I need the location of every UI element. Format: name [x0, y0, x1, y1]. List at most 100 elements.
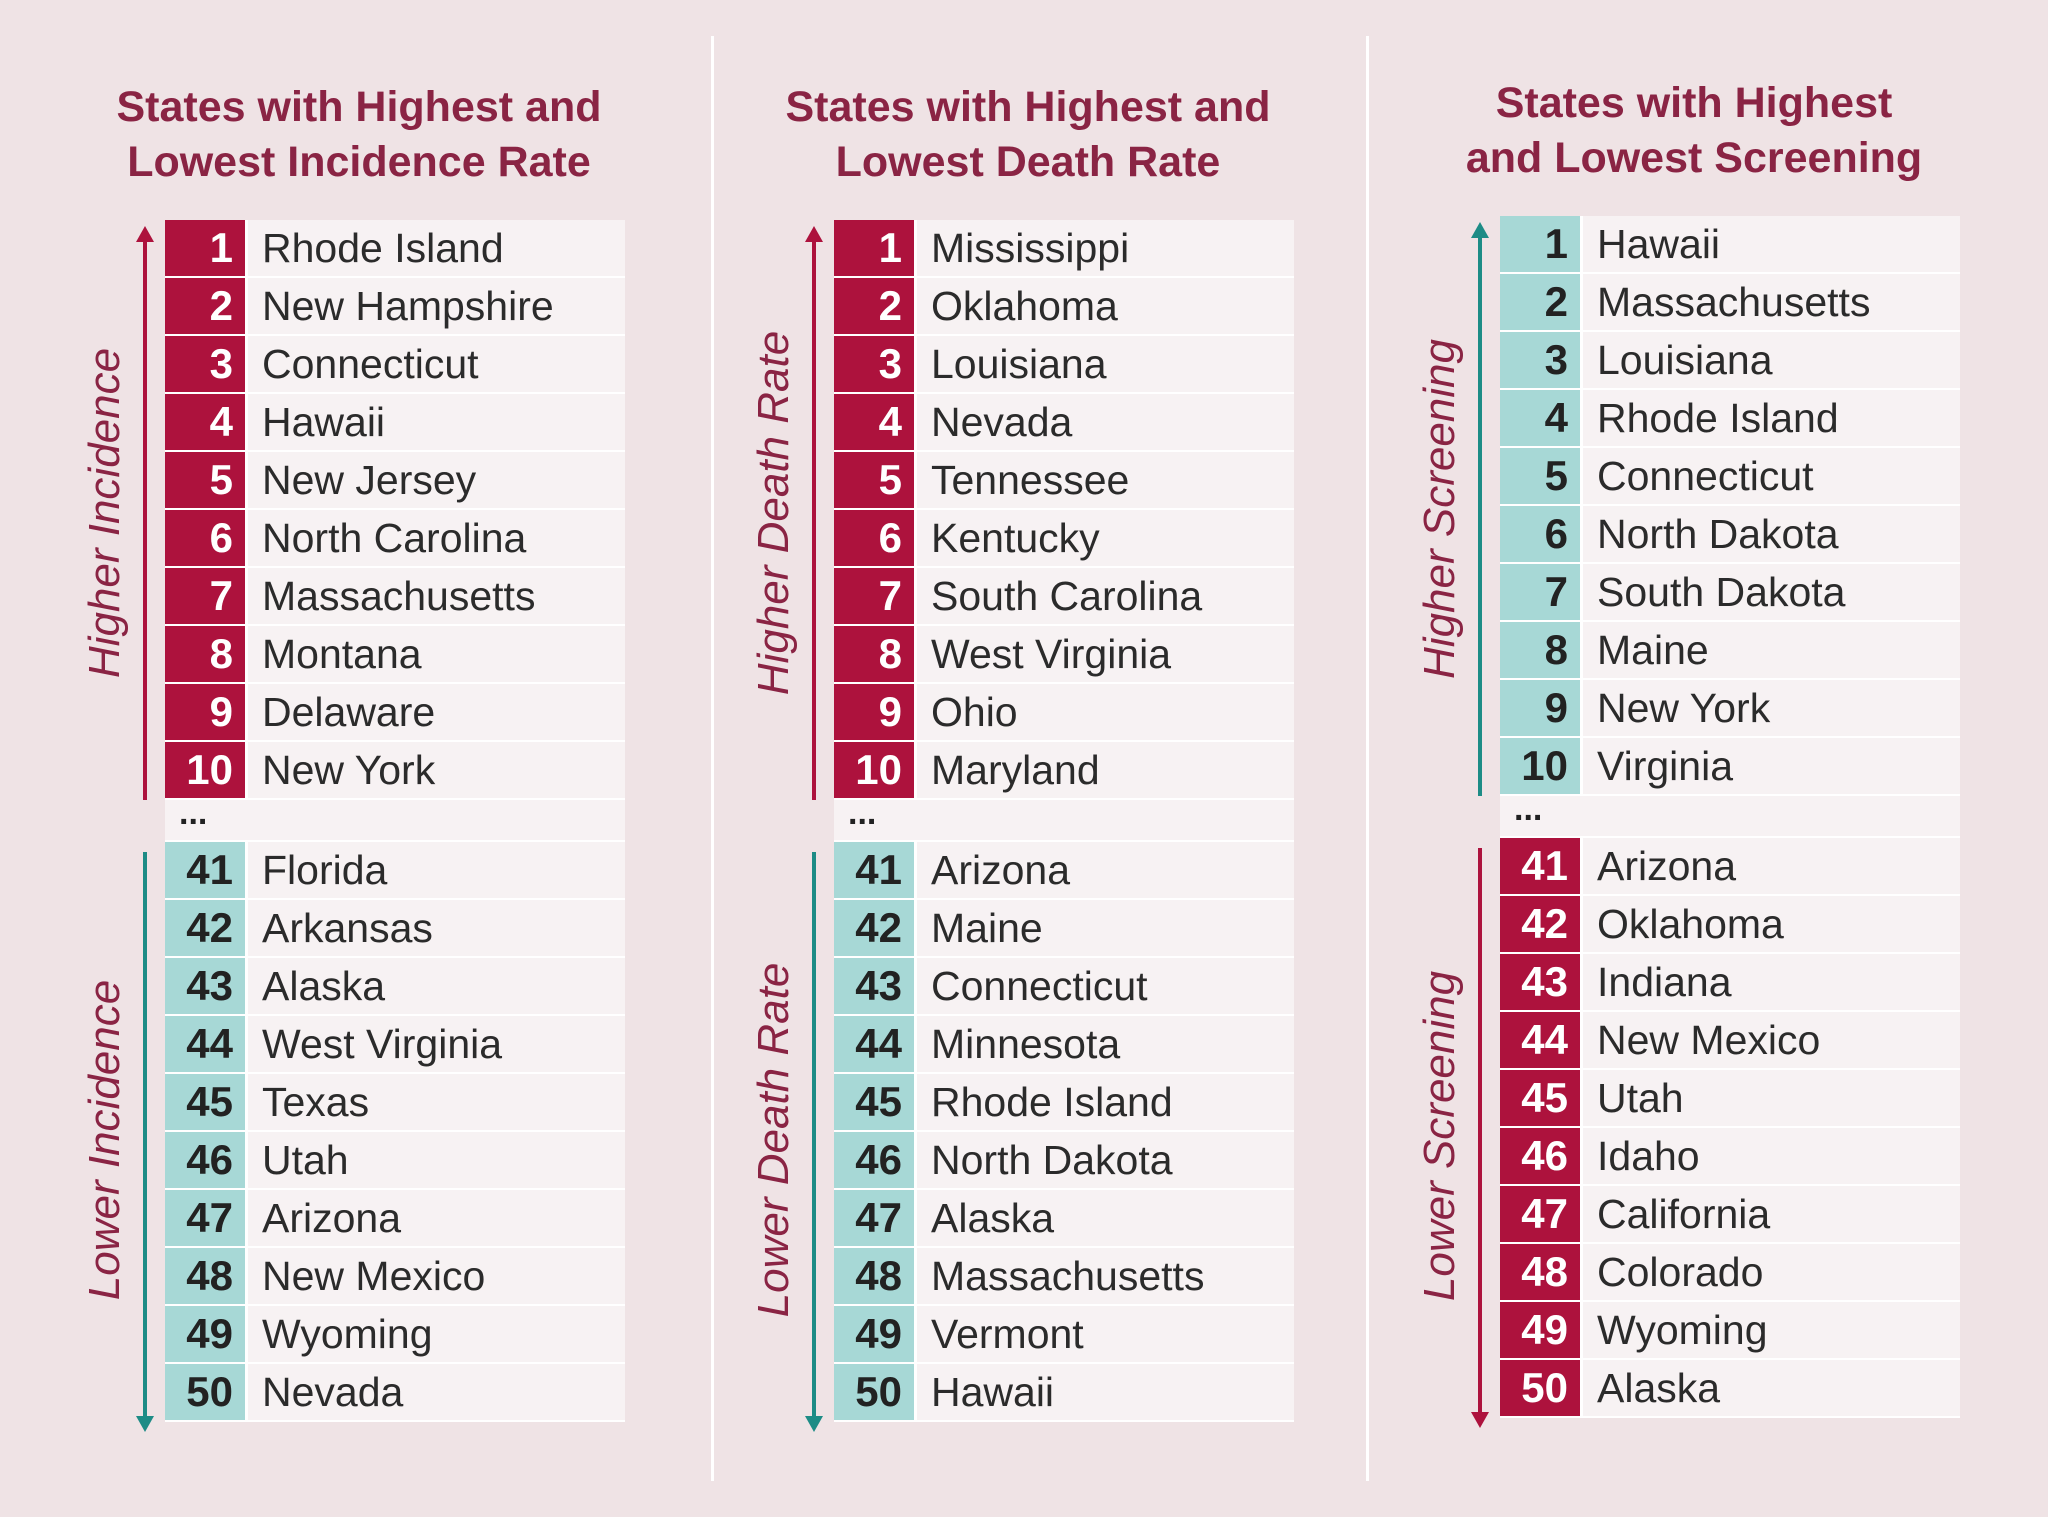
- column-divider-1: [711, 36, 714, 1481]
- panel-title-line: States with Highest and: [785, 83, 1271, 131]
- state-name: New Hampshire: [262, 282, 554, 329]
- table-row: 41 Arizona: [834, 842, 1294, 900]
- state-name: Arizona: [1597, 842, 1737, 889]
- rank-number: 44: [165, 1016, 248, 1072]
- state-name: Louisiana: [931, 340, 1107, 387]
- rank-number: 42: [165, 900, 248, 956]
- rank-number: 6: [834, 510, 917, 566]
- rank-number: 49: [834, 1306, 917, 1362]
- table-row: 47 California: [1500, 1186, 1960, 1244]
- panel-1: States with Highest and Lowest Incidence …: [25, 0, 693, 1517]
- state-name: Alaska: [1597, 1364, 1721, 1411]
- state-name: South Dakota: [1597, 568, 1846, 615]
- rank-number: 3: [165, 336, 248, 392]
- rank-number: 41: [834, 842, 917, 898]
- state-name: Rhode Island: [1597, 394, 1839, 441]
- table-row: 4 Hawaii: [165, 394, 625, 452]
- panel-title-line: and Lowest Screening: [1465, 134, 1923, 182]
- rank-number: 41: [165, 842, 248, 898]
- rank-number: 10: [1500, 738, 1583, 794]
- lower-axis-label: Lower Incidence: [80, 980, 129, 1301]
- upper-axis-line: [1478, 232, 1482, 796]
- state-name: California: [1597, 1190, 1771, 1237]
- table-row: 44 West Virginia: [165, 1016, 625, 1074]
- rank-number: 8: [1500, 622, 1583, 678]
- table-row: 43 Indiana: [1500, 954, 1960, 1012]
- rank-number: 45: [165, 1074, 248, 1130]
- arrow-up-icon: [1471, 222, 1489, 238]
- rank-number: 5: [165, 452, 248, 508]
- state-name: New Mexico: [262, 1252, 486, 1299]
- table-row: 50 Alaska: [1500, 1360, 1960, 1418]
- lower-axis-line: [143, 852, 147, 1419]
- rank-number: 43: [834, 958, 917, 1014]
- table-row: 47 Alaska: [834, 1190, 1294, 1248]
- table-row: 7 South Carolina: [834, 568, 1294, 626]
- state-name: Maine: [931, 904, 1043, 951]
- table-row: 46 North Dakota: [834, 1132, 1294, 1190]
- ellipsis-row: ...: [834, 796, 1294, 842]
- rank-number: 1: [1500, 216, 1583, 272]
- table-row: 49 Wyoming: [1500, 1302, 1960, 1360]
- state-name: New Jersey: [262, 456, 477, 503]
- state-name: West Virginia: [931, 630, 1172, 677]
- state-name: Maryland: [931, 746, 1100, 793]
- rank-number: 9: [165, 684, 248, 740]
- state-name: Connecticut: [262, 340, 479, 387]
- upper-axis-label: Higher Death Rate: [749, 330, 798, 696]
- rank-number: 8: [834, 626, 917, 682]
- state-name: Hawaii: [1597, 220, 1721, 267]
- table-row: 4 Rhode Island: [1500, 390, 1960, 448]
- table-row: 9 Ohio: [834, 684, 1294, 742]
- rank-number: 44: [1500, 1012, 1583, 1068]
- lower-axis-line: [812, 852, 816, 1419]
- state-name: Rhode Island: [262, 224, 504, 271]
- state-name: North Carolina: [262, 514, 527, 561]
- table-row: 44 Minnesota: [834, 1016, 1294, 1074]
- table-row: 46 Utah: [165, 1132, 625, 1190]
- rank-number: 50: [165, 1364, 248, 1420]
- table-row: 7 Massachusetts: [165, 568, 625, 626]
- state-name: Maine: [1597, 626, 1709, 673]
- state-name: Minnesota: [931, 1020, 1121, 1067]
- upper-axis-line: [812, 236, 816, 800]
- table-row: 42 Oklahoma: [1500, 896, 1960, 954]
- rank-number: 9: [1500, 680, 1583, 736]
- state-name: Connecticut: [931, 962, 1148, 1009]
- ellipsis-row: ...: [165, 796, 625, 842]
- state-name: North Dakota: [931, 1136, 1173, 1183]
- rank-number: 47: [165, 1190, 248, 1246]
- state-name: Tennessee: [931, 456, 1130, 503]
- table-row: 46 Idaho: [1500, 1128, 1960, 1186]
- table-row: 2 Massachusetts: [1500, 274, 1960, 332]
- rank-number: 42: [1500, 896, 1583, 952]
- panel-title: States with Highest and Lowest Screening: [1360, 76, 2028, 186]
- column-divider-2: [1366, 36, 1369, 1481]
- ranking-table: 1 Mississippi 2 Oklahoma 3 Louisiana 4 Nevada 5 T…: [834, 220, 1294, 1422]
- state-name: Nevada: [931, 398, 1073, 445]
- rank-number: 6: [1500, 506, 1583, 562]
- table-row: 5 Connecticut: [1500, 448, 1960, 506]
- table-row: 6 North Dakota: [1500, 506, 1960, 564]
- upper-axis-line: [143, 236, 147, 800]
- rank-number: 49: [165, 1306, 248, 1362]
- rank-number: 50: [1500, 1360, 1583, 1416]
- state-name: Massachusetts: [931, 1252, 1205, 1299]
- state-name: New York: [1597, 684, 1771, 731]
- table-row: 3 Louisiana: [834, 336, 1294, 394]
- panel-title: States with Highest and Lowest Incidence …: [25, 80, 693, 190]
- state-name: Idaho: [1597, 1132, 1700, 1179]
- arrow-up-icon: [805, 226, 823, 242]
- rank-number: 7: [165, 568, 248, 624]
- arrow-down-icon: [1471, 1412, 1489, 1429]
- table-row: 43 Connecticut: [834, 958, 1294, 1016]
- table-row: 48 Massachusetts: [834, 1248, 1294, 1306]
- state-name: Connecticut: [1597, 452, 1814, 499]
- table-row: 3 Connecticut: [165, 336, 625, 394]
- table-row: 42 Arkansas: [165, 900, 625, 958]
- state-name: Massachusetts: [1597, 278, 1871, 325]
- state-name: Colorado: [1597, 1248, 1764, 1295]
- state-name: Alaska: [262, 962, 386, 1009]
- state-name: Indiana: [1597, 958, 1732, 1005]
- rank-number: 44: [834, 1016, 917, 1072]
